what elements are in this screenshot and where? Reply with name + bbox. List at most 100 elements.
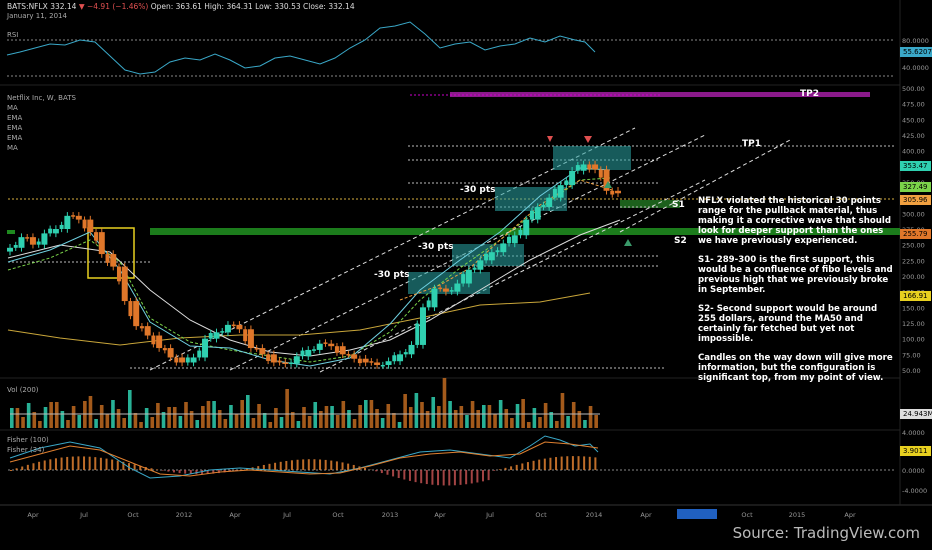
time-tick-label: 2015 — [789, 511, 806, 519]
volume-bar — [257, 404, 261, 428]
price-tick-label: 475.00 — [902, 101, 925, 109]
fisher-bar — [521, 463, 524, 470]
fisher-bar — [49, 459, 52, 470]
pts-label-1: -30 pts — [374, 270, 410, 280]
volume-bar — [431, 397, 436, 428]
price-axis: 500.00475.00450.00425.00400.00375.00350.… — [902, 37, 929, 495]
fisher-bar — [324, 459, 327, 470]
fisher-bar — [212, 470, 215, 474]
fisher-tick-label: 0.0000 — [902, 467, 925, 475]
volume-bar — [77, 415, 82, 428]
candle-body — [339, 346, 346, 355]
price-tick-label: 200.00 — [902, 273, 925, 281]
volume-bar — [246, 395, 250, 428]
note-paragraph-4: Candles on the way down will give more i… — [698, 353, 893, 383]
candle-body — [144, 326, 151, 336]
fisher-bar — [482, 470, 484, 482]
down-arrow-icon-2 — [584, 136, 592, 143]
volume-bar — [319, 411, 323, 428]
candle-body — [75, 215, 82, 220]
pts-label-2: -30 pts — [418, 242, 454, 252]
date-highlight — [677, 509, 717, 519]
last-price: 332.14 — [50, 2, 77, 11]
fisher-bar — [476, 470, 479, 483]
fisher-bar — [279, 461, 282, 470]
close-value: Close: 332.14 — [303, 2, 355, 11]
candle-body — [174, 357, 179, 363]
candle-body — [488, 252, 495, 261]
volume-bar — [10, 408, 14, 428]
volume-bar — [442, 378, 447, 428]
fisher-bar — [594, 457, 597, 470]
candle-body — [587, 164, 592, 170]
time-tick-label: 2013 — [382, 511, 399, 519]
fisher-bars — [10, 456, 597, 486]
candle-body — [231, 324, 236, 327]
candle-body — [403, 352, 408, 355]
volume-bar — [99, 405, 104, 428]
date-label: January 11, 2014 — [7, 12, 67, 20]
price-tick-label: 100.00 — [902, 336, 925, 344]
volume-bar — [420, 402, 424, 428]
volume-bar — [392, 413, 396, 428]
volume-bar — [229, 405, 233, 428]
price-tick-label: 300.00 — [902, 210, 925, 218]
fisher-bar — [66, 456, 69, 470]
price-tick-label: 400.00 — [902, 148, 925, 156]
fisher-bar — [54, 458, 57, 470]
rsi-label: RSI — [7, 31, 19, 39]
candle-body — [121, 266, 128, 302]
candle-body — [220, 331, 225, 333]
fisher-bar — [341, 462, 344, 470]
fisher-bar — [459, 470, 462, 485]
candle-body — [87, 219, 94, 233]
volume-bar — [26, 403, 31, 428]
price-tick-label: 50.00 — [902, 367, 921, 375]
candle-body — [546, 197, 553, 208]
vol-label: Vol (200) — [7, 386, 39, 394]
volume-bar — [268, 422, 273, 428]
s1-band — [620, 200, 680, 208]
fisher-bar — [470, 470, 473, 484]
fisher-bar — [172, 470, 175, 473]
fisher-bar — [498, 469, 501, 470]
candle-body — [592, 164, 599, 170]
fisher-bar — [302, 459, 305, 470]
fisher-bar — [571, 456, 574, 470]
candle-body — [259, 348, 266, 355]
fisher-bar — [234, 470, 237, 471]
candle-body — [465, 269, 472, 284]
candle-body — [208, 333, 213, 339]
volume-bar — [150, 417, 155, 428]
candle-body — [415, 323, 420, 345]
candle-body — [534, 207, 541, 220]
candle-body — [610, 190, 615, 195]
ma-label-1: MA — [7, 104, 18, 112]
down-arrow-icon — [547, 136, 553, 142]
candle-body — [351, 354, 358, 359]
candle-body — [266, 354, 271, 361]
volume-bar — [526, 422, 531, 428]
price-tag-a: 353.47 — [900, 161, 931, 171]
candle-body — [392, 355, 397, 362]
candle-body — [477, 260, 484, 270]
candle-body — [243, 329, 248, 342]
fisher-bar — [364, 467, 366, 470]
fisher-bar — [566, 456, 569, 470]
ma-label-4: EMA — [7, 134, 23, 142]
price-tick-label: 225.00 — [902, 257, 925, 265]
candle-body — [41, 233, 48, 245]
fisher-bar — [397, 470, 400, 479]
fisher-bar — [319, 459, 322, 470]
candle-body — [580, 164, 587, 171]
s2-band-left — [7, 230, 15, 234]
candle-body — [408, 344, 415, 355]
volume-bar — [290, 412, 295, 428]
candle-body — [369, 361, 374, 363]
volume-bar — [217, 410, 222, 428]
volume-bar — [482, 405, 486, 428]
fisher-bar — [392, 470, 395, 477]
fisher-bar — [408, 470, 411, 481]
candle-body — [518, 229, 523, 236]
low-value: Low: 330.53 — [255, 2, 301, 11]
